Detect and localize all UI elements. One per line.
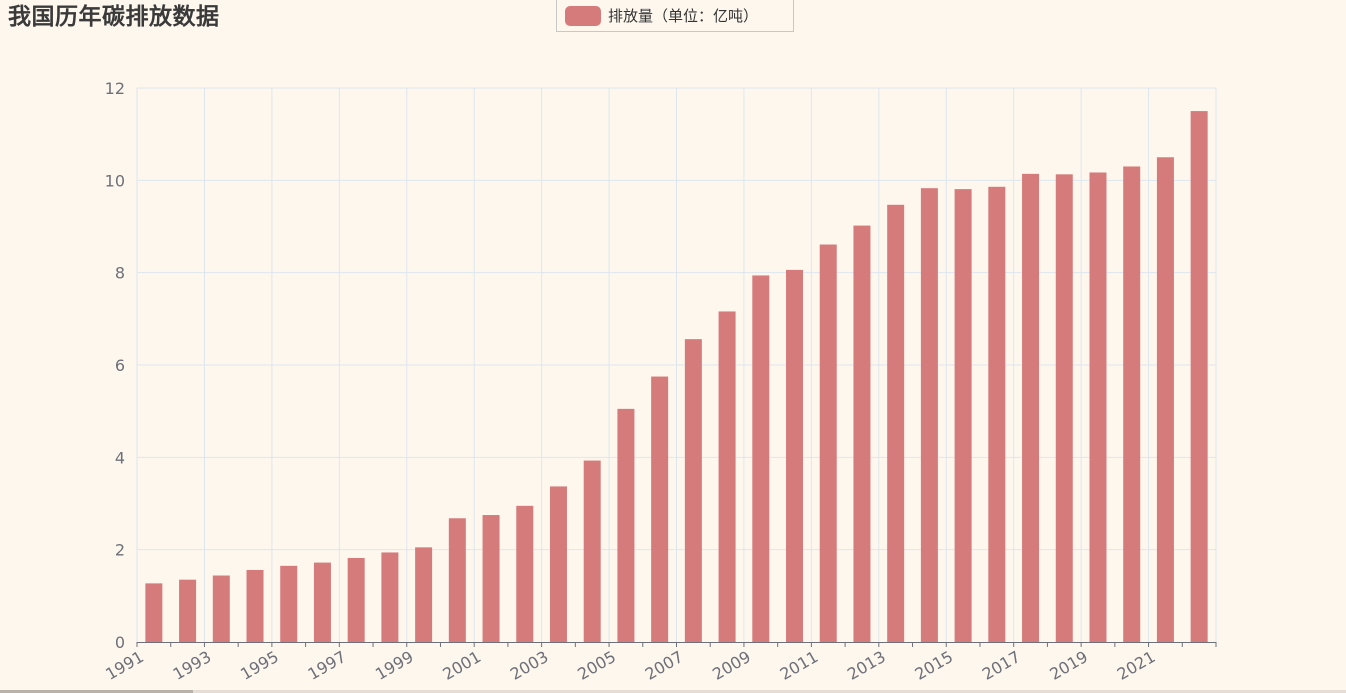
- bar: [246, 569, 264, 642]
- x-tick-label: 1993: [170, 647, 215, 684]
- bar: [1055, 174, 1073, 642]
- chart-title: 我国历年碳排放数据: [8, 4, 220, 30]
- x-tick-label: 2003: [507, 647, 552, 684]
- bar: [212, 575, 230, 642]
- y-tick-label: 4: [115, 448, 125, 467]
- y-tick-label: 10: [105, 171, 125, 190]
- bar: [954, 189, 972, 643]
- x-tick-label: 1997: [305, 647, 350, 684]
- bar: [752, 275, 770, 642]
- bar: [1123, 166, 1141, 643]
- x-tick-label: 2009: [709, 647, 754, 684]
- scrollbar-track[interactable]: [0, 690, 1346, 693]
- bar: [313, 562, 331, 642]
- x-tick-label: 2017: [979, 647, 1024, 684]
- bar: [887, 204, 905, 643]
- y-tick-label: 0: [115, 633, 125, 652]
- bar: [786, 269, 804, 642]
- bar: [381, 552, 399, 642]
- grid-layer: [136, 87, 1217, 642]
- bar: [1190, 111, 1208, 642]
- x-tick-label: 2007: [642, 647, 687, 684]
- legend-label: 排放量（单位：亿吨）: [608, 7, 759, 25]
- bar: [549, 486, 567, 642]
- bar: [482, 515, 500, 642]
- bar: [651, 376, 669, 642]
- y-tick-label: 2: [115, 541, 125, 560]
- bar: [988, 186, 1006, 643]
- y-tick-label: 12: [105, 79, 125, 98]
- bar: [684, 339, 702, 642]
- bar: [617, 408, 635, 642]
- bar: [347, 557, 365, 642]
- bar: [1156, 157, 1174, 642]
- legend-swatch: [565, 5, 601, 26]
- x-tick-label: 2005: [574, 647, 619, 684]
- bar: [516, 505, 534, 642]
- bar: [145, 583, 163, 642]
- bar: [819, 244, 837, 642]
- bar: [853, 225, 871, 642]
- y-tick-label: 6: [115, 356, 125, 375]
- bar: [448, 518, 466, 642]
- x-tick-label: 1991: [102, 647, 147, 684]
- x-tick-label: 2013: [844, 647, 889, 684]
- bar: [1022, 173, 1040, 642]
- x-tick-label: 2015: [911, 647, 956, 684]
- legend[interactable]: 排放量（单位：亿吨）: [556, 0, 794, 32]
- bar: [718, 311, 736, 642]
- bar: [179, 579, 197, 642]
- y-tick-label: 8: [115, 264, 125, 283]
- x-tick-label: 1999: [372, 647, 417, 684]
- x-tick-label: 2019: [1046, 647, 1091, 684]
- scrollbar-thumb[interactable]: [0, 690, 193, 693]
- bar: [415, 547, 433, 642]
- x-tick-label: 2011: [777, 647, 822, 684]
- x-tick-label: 2021: [1114, 647, 1159, 684]
- bar: [280, 565, 298, 642]
- bar: [583, 460, 601, 642]
- x-tick-label: 1995: [237, 647, 282, 684]
- bar-layer: [145, 111, 1208, 643]
- bar: [920, 188, 938, 642]
- bar: [1089, 172, 1107, 643]
- x-tick-label: 2001: [439, 647, 484, 684]
